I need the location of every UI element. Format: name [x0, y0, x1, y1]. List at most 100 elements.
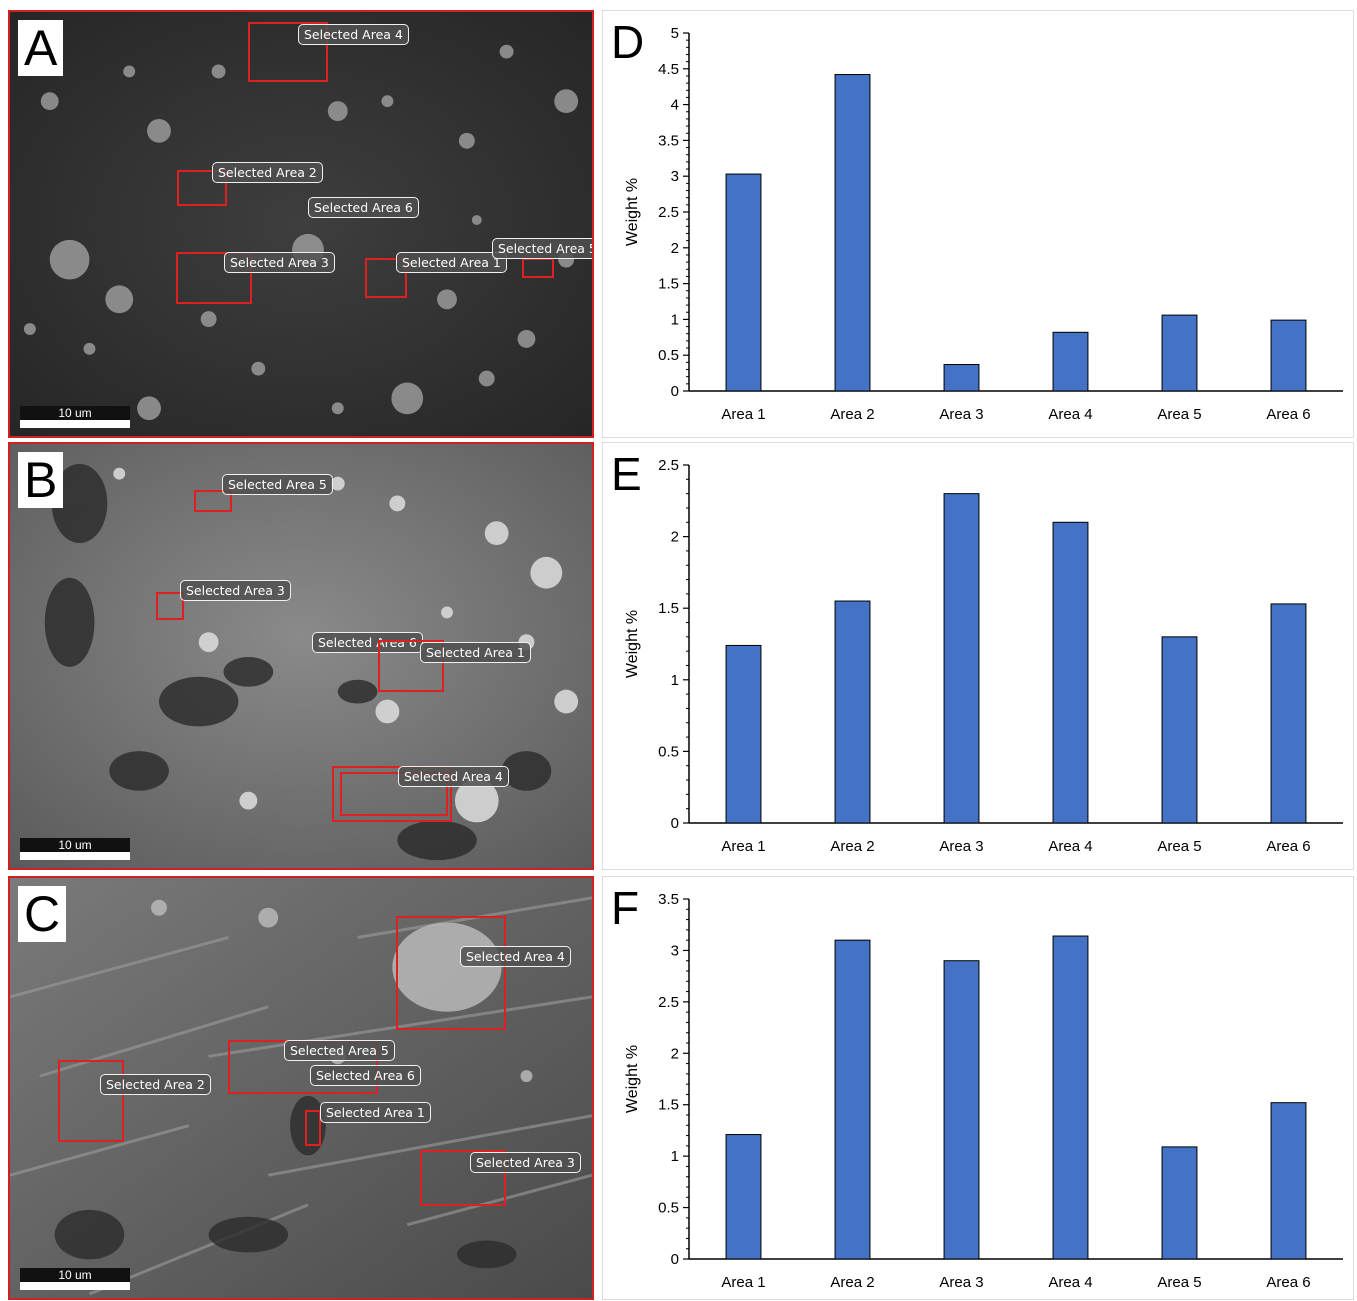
- y-tick-label: 3: [671, 942, 679, 959]
- chart-letter: E: [611, 448, 642, 500]
- scale-bar: 10 um: [20, 838, 130, 860]
- y-tick-label: 3.5: [658, 132, 679, 149]
- x-tick-label: Area 4: [1048, 1274, 1092, 1291]
- selection-label: Selected Area 5: [222, 474, 333, 495]
- y-tick-label: 0.5: [658, 743, 679, 760]
- y-tick-label: 0.5: [658, 347, 679, 364]
- x-tick-label: Area 1: [721, 838, 765, 855]
- x-tick-label: Area 5: [1157, 838, 1201, 855]
- bar-chart-f: F 0 0.5 1 1.5 2 2.5 3 3.5 Weight % Area 1 Area 2 Ar…: [602, 876, 1354, 1300]
- bar: [1270, 319, 1307, 392]
- bar: [1270, 603, 1307, 824]
- x-tick-label: Area 2: [830, 406, 874, 423]
- selection-box-area-4: [248, 22, 328, 82]
- selection-label: Selected Area 4: [460, 946, 571, 967]
- scale-label: 10 um: [20, 406, 130, 420]
- x-tick-label: Area 1: [721, 1274, 765, 1291]
- selection-box-area-2: [58, 1060, 124, 1142]
- bar: [725, 1134, 762, 1260]
- selection-label: Selected Area 6: [308, 197, 419, 218]
- x-tick-label: Area 3: [939, 1274, 983, 1291]
- y-tick-label: 2: [671, 529, 679, 546]
- selection-label: Selected Area 3: [180, 580, 291, 601]
- selection-box-area-3: [156, 592, 184, 620]
- y-tick-label: 4.5: [658, 61, 679, 78]
- selection-box-area-1: [365, 258, 407, 298]
- bar: [1052, 935, 1089, 1260]
- bar: [943, 364, 980, 392]
- y-tick-label: 0.5: [658, 1200, 679, 1217]
- y-tick-label: 4: [671, 97, 679, 114]
- bar: [725, 644, 762, 824]
- sem-texture-a: [10, 12, 592, 436]
- y-tick-label: 0: [671, 1251, 679, 1268]
- sem-image-b: B Selected Area 5 Selected Area 3 Select…: [8, 442, 594, 870]
- chart-svg: 0 0.5 1 1.5 2 2.5 3 3.5 4 4.5 5 Weight % Area 1 Area …: [624, 25, 1343, 423]
- y-axis-label: Weight %: [624, 178, 641, 246]
- chart-svg: 0 0.5 1 1.5 2 2.5 Weight % Area 1 Area 2 Area 3 Ar…: [624, 457, 1343, 855]
- bar: [1161, 314, 1198, 392]
- bar: [1161, 636, 1198, 824]
- y-tick-label: 2: [671, 240, 679, 257]
- scale-label: 10 um: [20, 1268, 130, 1282]
- bar: [834, 600, 871, 824]
- selection-label: Selected Area 4: [398, 766, 509, 787]
- x-tick-label: Area 5: [1157, 1274, 1201, 1291]
- scale-bar-line: [20, 852, 130, 860]
- selection-label: Selected Area 2: [100, 1074, 211, 1095]
- selection-label: Selected Area 6: [312, 632, 423, 653]
- y-tick-label: 1: [671, 1148, 679, 1165]
- bar-chart-d: D 0 0.5 1 1.5 2 2.5 3 3.5 4 4.5 5 Weight % Area 1 Are…: [602, 10, 1354, 438]
- selection-label: Selected Area 3: [224, 252, 335, 273]
- scale-bar-line: [20, 1282, 130, 1290]
- y-tick-label: 3: [671, 168, 679, 185]
- selection-box-area-1: [305, 1110, 321, 1146]
- chart-letter: F: [611, 882, 640, 934]
- y-tick-label: 5: [671, 25, 679, 42]
- chart-letter: D: [611, 16, 645, 68]
- scale-label: 10 um: [20, 838, 130, 852]
- x-tick-label: Area 1: [721, 406, 765, 423]
- x-tick-label: Area 3: [939, 406, 983, 423]
- selection-box-area-5: [194, 490, 232, 512]
- x-tick-label: Area 4: [1048, 838, 1092, 855]
- bar: [725, 173, 762, 392]
- scale-bar-line: [20, 420, 130, 428]
- selection-label: Selected Area 5: [492, 238, 592, 259]
- panel-letter: C: [18, 886, 67, 942]
- y-tick-label: 1.5: [658, 1097, 679, 1114]
- scale-bar: 10 um: [20, 406, 130, 428]
- scale-bar: 10 um: [20, 1268, 130, 1290]
- selection-label: Selected Area 3: [470, 1152, 581, 1173]
- selection-box-area-2: [177, 170, 227, 206]
- selection-box-area-5: [522, 258, 554, 278]
- x-tick-label: Area 6: [1266, 838, 1310, 855]
- selection-box-area-3: [176, 252, 252, 304]
- selection-box-area-1: [378, 640, 444, 692]
- y-tick-label: 2: [671, 1045, 679, 1062]
- panel-letter: A: [18, 20, 64, 76]
- selection-label: Selected Area 1: [420, 642, 531, 663]
- selection-label: Selected Area 2: [212, 162, 323, 183]
- bar: [834, 74, 871, 392]
- y-axis-label: Weight %: [624, 1045, 641, 1113]
- bar: [943, 960, 980, 1260]
- y-tick-label: 1: [671, 311, 679, 328]
- bar-chart-e: E 0 0.5 1 1.5 2 2.5 Weight % Area 1 Area 2 Area 3…: [602, 442, 1354, 870]
- x-tick-label: Area 4: [1048, 406, 1092, 423]
- bar: [834, 939, 871, 1260]
- y-tick-label: 2.5: [658, 994, 679, 1011]
- selection-box-area-2: [340, 772, 448, 816]
- y-tick-label: 1.5: [658, 276, 679, 293]
- y-tick-label: 2.5: [658, 457, 679, 474]
- selection-label: Selected Area 1: [396, 252, 507, 273]
- bar: [1052, 331, 1089, 392]
- chart-svg: 0 0.5 1 1.5 2 2.5 3 3.5 Weight % Area 1 Area 2 Area…: [624, 891, 1343, 1291]
- y-axis-label: Weight %: [624, 610, 641, 678]
- sem-image-c: C Selected Area 4 Selected Area 2 Select…: [8, 876, 594, 1300]
- selection-box-area-4: [396, 916, 506, 1030]
- bar: [943, 493, 980, 824]
- x-tick-label: Area 3: [939, 838, 983, 855]
- bar: [1270, 1102, 1307, 1260]
- x-tick-label: Area 6: [1266, 406, 1310, 423]
